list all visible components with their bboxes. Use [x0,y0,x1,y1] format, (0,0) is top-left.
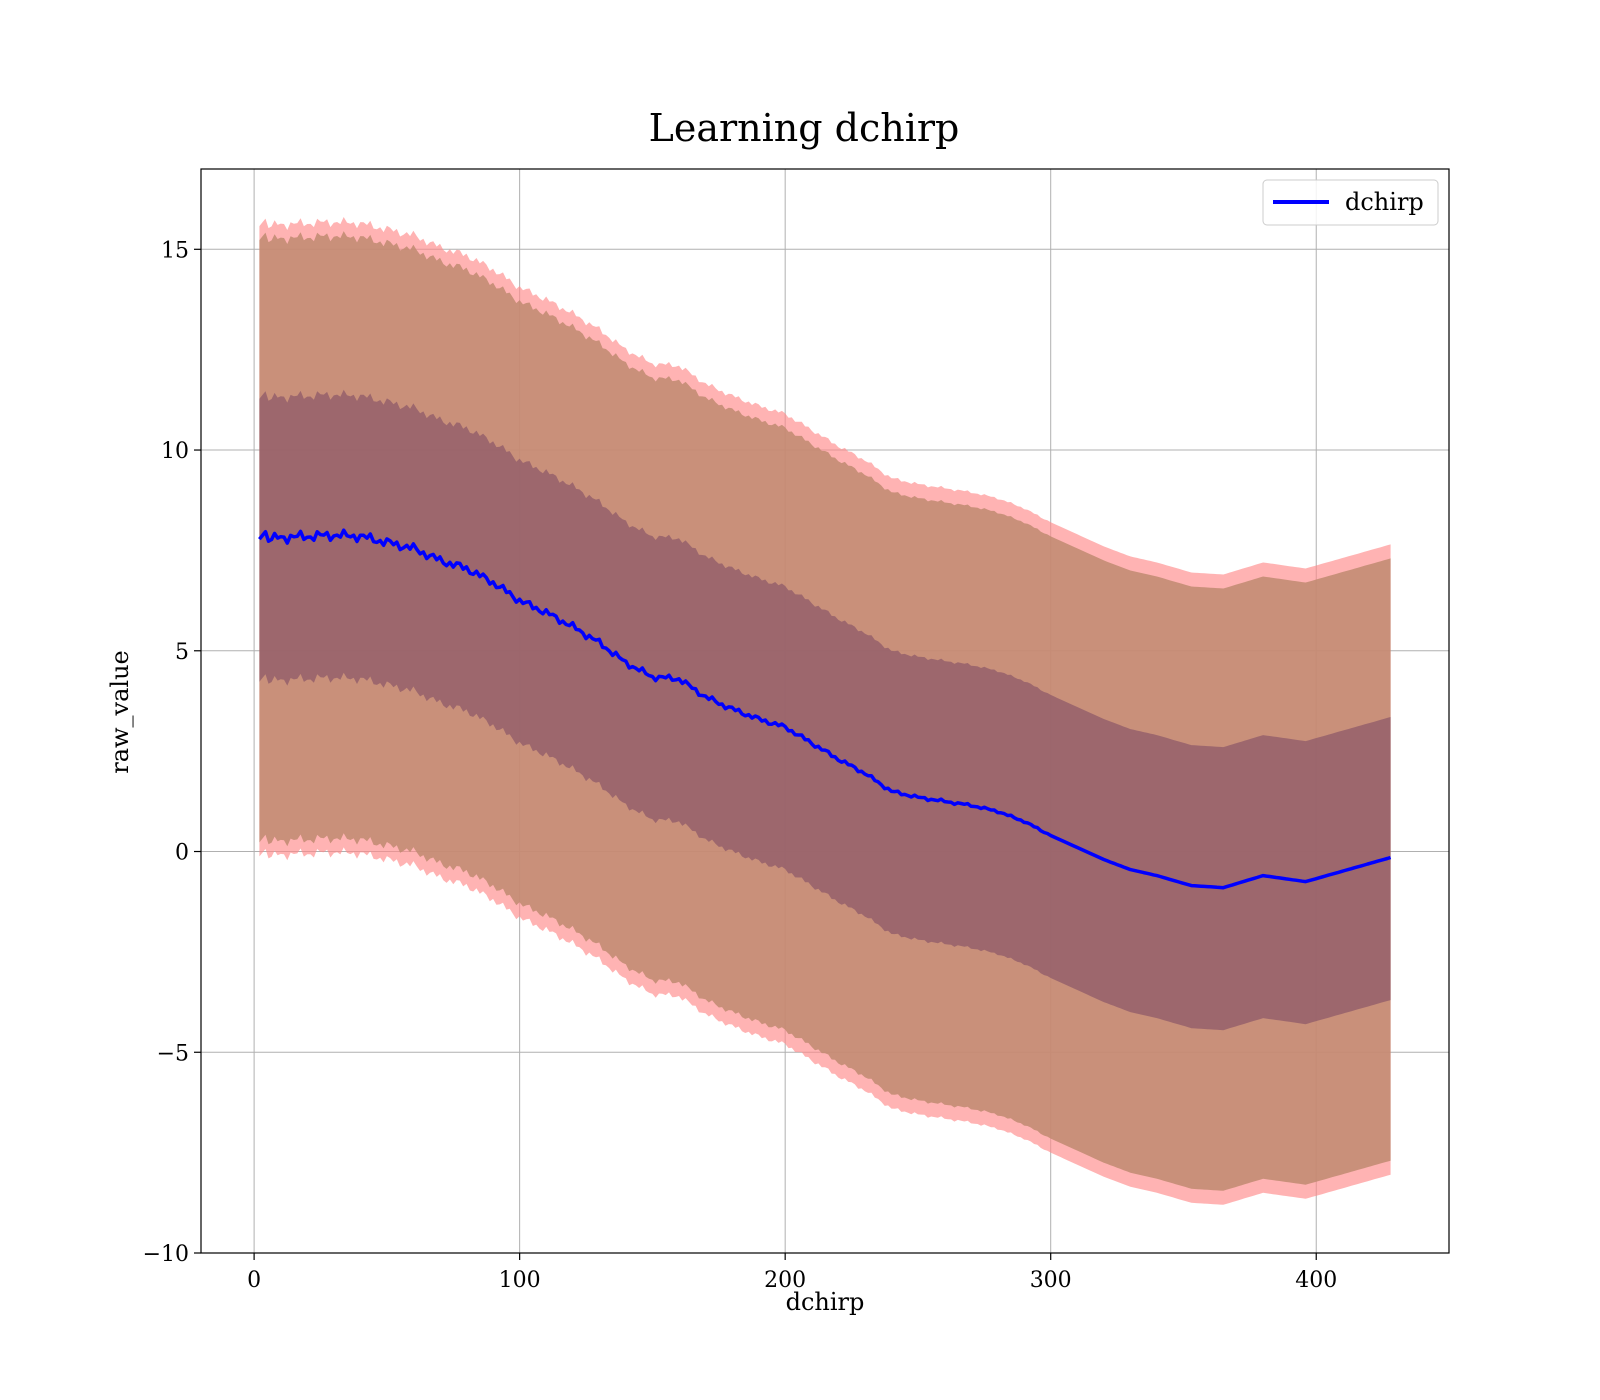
legend: dchirp [1262,179,1439,226]
y-tick-label: 5 [175,640,189,665]
x-tick-label: 100 [499,1268,541,1293]
y-axis-label: raw_value [106,650,134,774]
y-tick-label: 15 [161,238,189,263]
y-tick-label: −10 [143,1242,189,1267]
y-tick-label: 10 [161,439,189,464]
y-tick-label: 0 [175,841,189,866]
legend-box [1262,179,1439,226]
band-inner [259,389,1391,1031]
series-lines [258,528,1392,890]
series-line-dchirp [258,528,1392,890]
y-axis-ticks: −10 −5 0 5 10 15 [143,238,201,1267]
x-axis-ticks: 0 100 200 300 400 [247,1253,1337,1293]
x-tick-label: 400 [1295,1268,1337,1293]
plot-frame [200,168,1450,1254]
x-tick-label: 300 [1030,1268,1072,1293]
confidence-bands [259,217,1391,1205]
x-tick-label: 200 [764,1268,806,1293]
y-tick-label: −5 [157,1041,189,1066]
x-tick-label: 0 [247,1268,261,1293]
legend-label-dchirp: dchirp [1345,188,1424,216]
chart-title: Learning dchirp [649,106,960,150]
x-axis-label: dchirp [786,1288,865,1316]
